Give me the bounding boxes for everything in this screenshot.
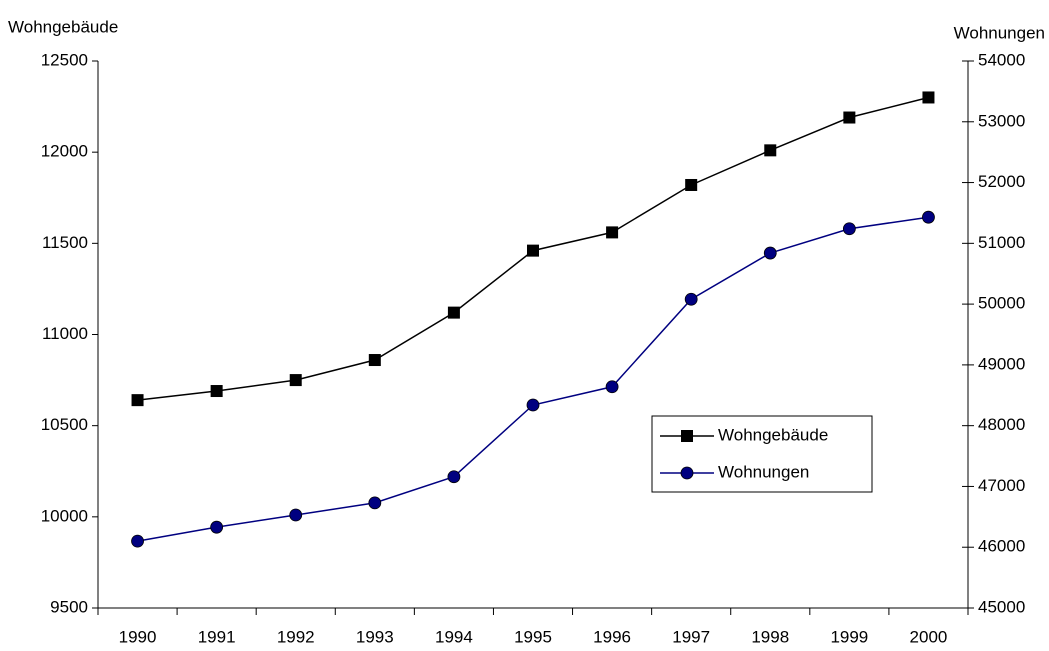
legend [651, 415, 873, 493]
marker [289, 374, 302, 387]
y-axis-title: Wohngebäude [8, 17, 118, 36]
y2-tick-label: 54000 [978, 50, 1025, 69]
marker [131, 394, 144, 407]
legend-label: Wohngebäude [718, 425, 828, 444]
series-line [137, 216, 929, 542]
marker [922, 91, 935, 104]
marker [685, 178, 698, 191]
y-tick-label: 11000 [42, 324, 88, 343]
y2-axis-title: Wohnungen [954, 23, 1045, 42]
y2-tick-label: 50000 [978, 294, 1025, 313]
marker [368, 354, 381, 367]
x-tick-label: 1999 [830, 627, 868, 646]
marker [527, 244, 539, 257]
y-tick-label: 11500 [42, 233, 88, 252]
marker [842, 222, 856, 236]
x-tick-label: 1996 [593, 627, 631, 646]
marker [447, 306, 460, 319]
y2-tick-label: 51000 [978, 233, 1025, 252]
marker [289, 508, 303, 522]
marker [764, 144, 777, 157]
y2-tick-label: 52000 [978, 172, 1025, 191]
marker [763, 246, 777, 260]
legend-label: Wohnungen [718, 462, 809, 481]
marker [843, 111, 856, 124]
marker [680, 466, 694, 480]
y2-tick-label: 47000 [978, 476, 1025, 495]
marker [131, 534, 144, 548]
x-tick-label: 1995 [514, 627, 552, 646]
x-tick-label: 1990 [119, 627, 157, 646]
y-tick-label: 12000 [41, 142, 88, 161]
x-tick-label: 1991 [198, 627, 236, 646]
marker [922, 210, 935, 224]
y-tick-label: 12500 [41, 50, 88, 69]
marker [210, 385, 223, 398]
y2-tick-label: 46000 [978, 537, 1025, 556]
y2-tick-label: 53000 [978, 111, 1025, 130]
marker [684, 292, 698, 306]
x-tick-label: 1998 [751, 627, 789, 646]
marker [606, 226, 619, 239]
marker [681, 430, 693, 442]
y2-tick-label: 45000 [978, 597, 1025, 616]
y2-tick-label: 48000 [978, 415, 1025, 434]
marker [210, 520, 224, 534]
y-tick-label: 10500 [41, 415, 88, 434]
x-tick-label: 1992 [277, 627, 315, 646]
marker [526, 398, 540, 412]
x-tick-label: 2000 [910, 627, 948, 646]
y-tick-label: 9500 [50, 597, 88, 616]
marker [447, 470, 461, 484]
marker [368, 496, 382, 510]
marker [605, 380, 619, 394]
x-tick-label: 1997 [672, 627, 710, 646]
y-tick-label: 10000 [41, 506, 88, 525]
x-tick-label: 1993 [356, 627, 394, 646]
x-tick-label: 1994 [435, 627, 473, 646]
y2-tick-label: 49000 [978, 354, 1025, 373]
